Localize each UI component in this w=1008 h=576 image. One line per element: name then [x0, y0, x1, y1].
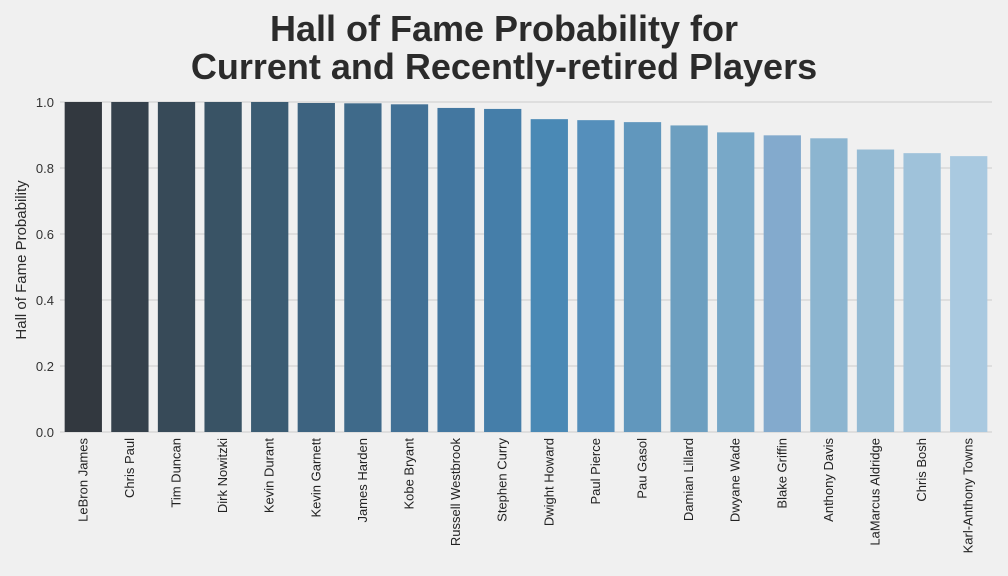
- bar: [530, 119, 568, 432]
- bar: [810, 138, 848, 433]
- bars: [64, 102, 988, 433]
- bar: [623, 122, 662, 432]
- x-tick-label: Damian Lillard: [681, 438, 696, 521]
- bar: [670, 125, 708, 433]
- chart-title-line-1: Hall of Fame Probability for: [269, 8, 739, 49]
- x-tick-label: Dirk Nowitzki: [215, 438, 230, 513]
- y-tick-labels: 0.0 0.2 0.4 0.6 0.8 1.0: [36, 95, 54, 440]
- x-tick-label: Blake Griffin: [774, 438, 789, 509]
- bar: [763, 135, 801, 432]
- grid-lines: [60, 101, 992, 433]
- chart-title-line-2: Current and Recently-retired Players: [190, 46, 818, 87]
- bar: [251, 102, 289, 432]
- x-tick-label: Dwight Howard: [541, 438, 556, 526]
- bar: [204, 102, 242, 432]
- x-tick-label: Pau Gasol: [635, 438, 650, 499]
- y-tick-label: 0.0: [36, 425, 54, 440]
- y-tick-label: 0.4: [36, 293, 54, 308]
- bar: [484, 108, 522, 433]
- x-tick-label: Chris Bosh: [914, 438, 929, 502]
- bar: [437, 107, 475, 432]
- x-tick-labels: LeBron James Chris Paul Tim Duncan Dirk Now…: [75, 438, 975, 554]
- x-tick-label: LaMarcus Aldridge: [868, 438, 883, 546]
- y-tick-label: 1.0: [36, 95, 54, 110]
- bar: [64, 102, 102, 432]
- x-tick-label: Kobe Bryant: [402, 438, 417, 510]
- x-tick-label: Chris Paul: [122, 438, 137, 498]
- bar: [903, 153, 941, 432]
- x-tick-label: Russell Westbrook: [448, 438, 463, 547]
- bar: [297, 102, 335, 433]
- x-tick-label: Tim Duncan: [169, 438, 184, 508]
- y-tick-label: 0.6: [36, 227, 54, 242]
- bar: [157, 102, 196, 432]
- x-tick-label: Karl-Anthony Towns: [961, 438, 976, 554]
- bar: [717, 132, 755, 433]
- bar: [577, 120, 615, 433]
- x-tick-label: Paul Pierce: [588, 438, 603, 504]
- y-tick-label: 0.8: [36, 161, 54, 176]
- x-tick-label: Anthony Davis: [821, 438, 836, 522]
- x-tick-label: Kevin Garnett: [308, 438, 323, 518]
- x-tick-label: Kevin Durant: [262, 438, 277, 514]
- x-tick-label: James Harden: [355, 438, 370, 523]
- bar: [111, 102, 149, 432]
- x-tick-label: LeBron James: [75, 438, 90, 522]
- bar: [344, 103, 382, 432]
- y-axis-label: Hall of Fame Probability: [13, 180, 30, 340]
- bar: [856, 149, 895, 432]
- x-tick-label: Stephen Curry: [495, 438, 510, 522]
- x-tick-label: Dwyane Wade: [728, 438, 743, 522]
- bar: [390, 104, 429, 432]
- bar: [950, 156, 988, 432]
- y-tick-label: 0.2: [36, 359, 54, 374]
